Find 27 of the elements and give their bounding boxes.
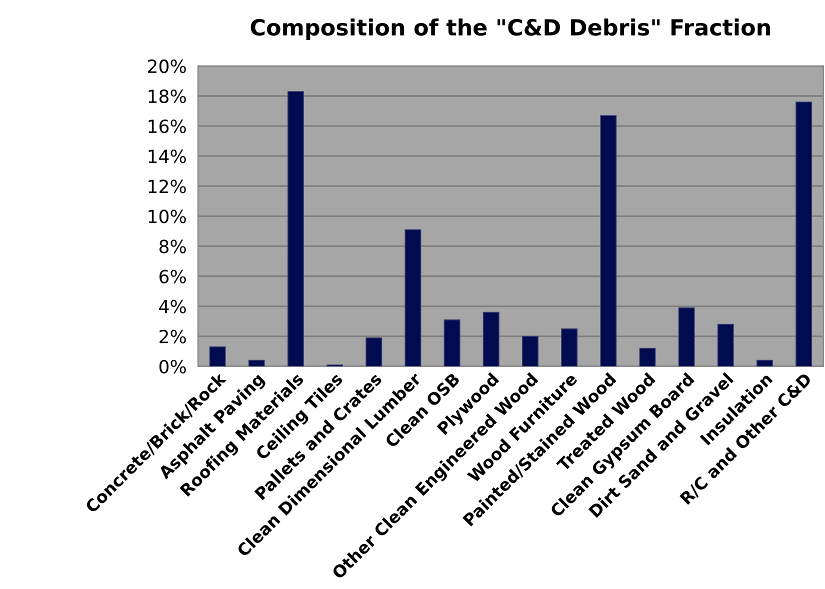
bar (796, 102, 812, 366)
y-tick-label: 4% (159, 300, 186, 314)
bar (639, 348, 656, 366)
bar (287, 91, 304, 366)
y-tick-label: 14% (148, 150, 186, 164)
y-tick-label: 20% (148, 59, 186, 74)
y-tick-label: 10% (148, 210, 186, 224)
bar (404, 229, 422, 366)
y-tick-label: 8% (159, 240, 186, 254)
y-tick-label: 6% (160, 270, 186, 284)
y-tick-label: 16% (148, 120, 186, 134)
bar (444, 319, 460, 366)
bar (209, 346, 226, 366)
bar (561, 328, 578, 366)
bar (366, 337, 382, 366)
bar (482, 312, 500, 366)
bar (678, 307, 695, 366)
y-tick-label: 0% (159, 360, 186, 374)
chart-title: Composition of the "C&D Debris" Fraction (250, 18, 770, 40)
bar (600, 115, 617, 366)
bar (522, 336, 538, 366)
bar (717, 324, 734, 366)
bar (248, 360, 265, 366)
y-tick-label: 12% (148, 180, 186, 194)
bar (756, 360, 773, 366)
y-tick-label: 18% (148, 89, 186, 104)
y-tick-label: 2% (160, 330, 186, 344)
